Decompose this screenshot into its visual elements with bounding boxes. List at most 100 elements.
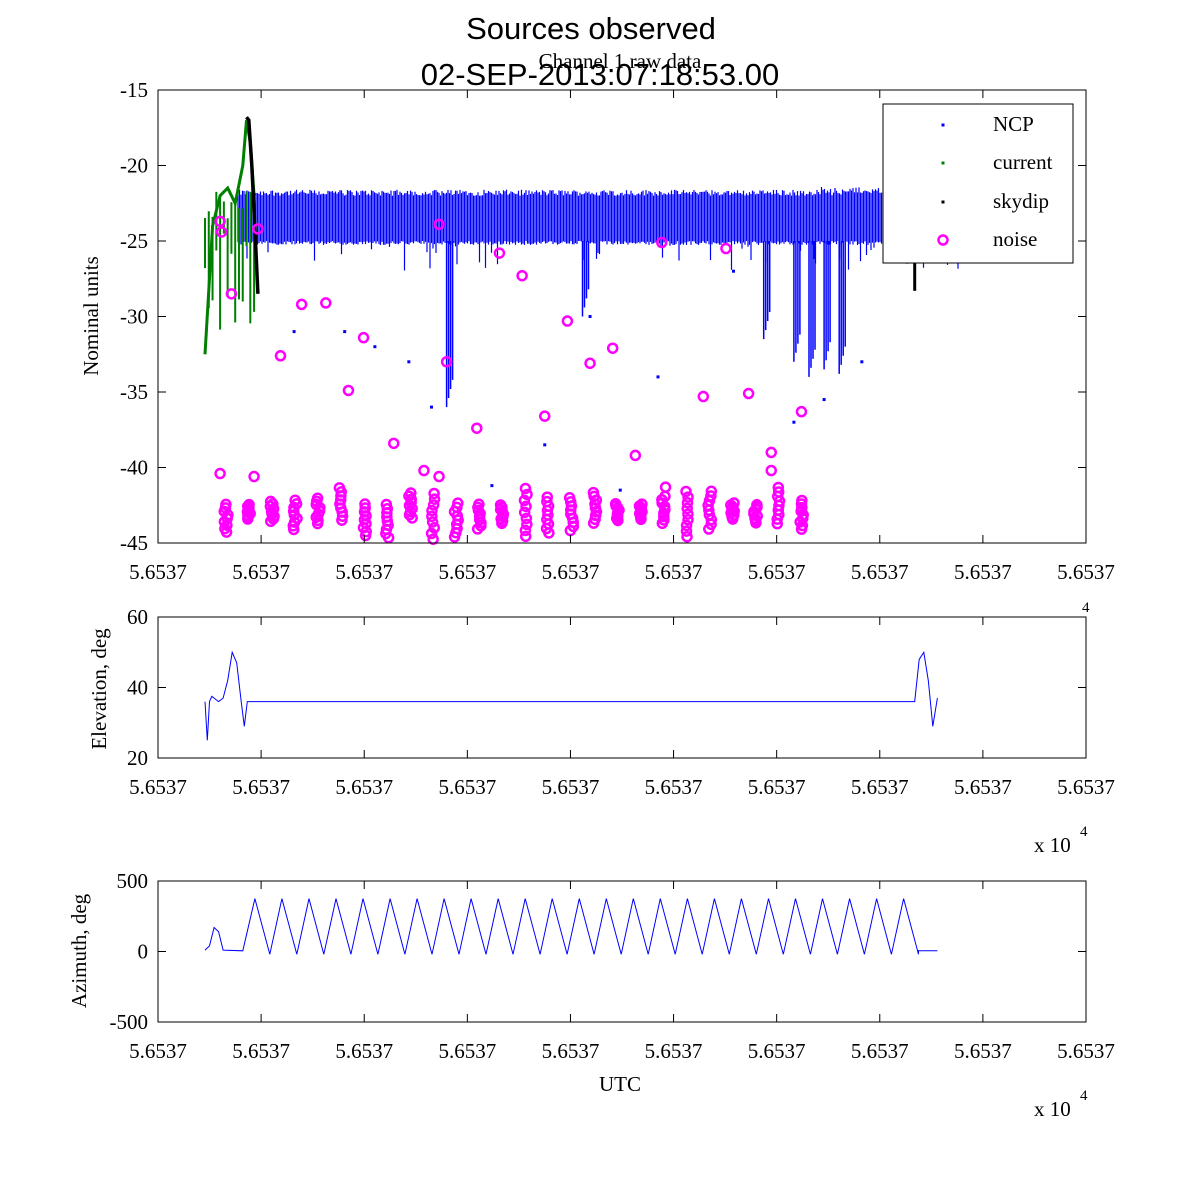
noise-point [727,513,739,525]
ncp-point [407,360,411,364]
ncp-point [656,375,660,379]
noise-point [215,226,228,238]
noise-point [493,247,506,259]
y-tick-label: 40 [127,676,148,700]
x-tick-label: 5.6537 [851,560,909,584]
x-tick-label: 5.6537 [335,1039,393,1063]
noise-point [225,288,238,300]
noise-point [606,342,619,354]
noise-point [496,517,508,530]
elevation-ticks: 60 40 20 5.6537 5.6537 5.6537 5.6537 5.6537 5.65… [127,605,1115,799]
ncp-point [373,345,377,349]
noise-point [311,517,324,530]
y-tick-label: -40 [120,456,148,480]
ncp-dip [762,241,771,340]
y-tick-label: -35 [120,380,148,404]
noise-point [288,523,300,536]
noise-point [635,513,647,526]
noise-point [703,523,715,535]
x-tick-label: 5.6537 [542,1039,600,1063]
noise-point [612,514,624,527]
legend: NCP current skydip noise [882,103,1074,264]
x-tick-label: 5.6537 [335,775,393,799]
figure-title-line1: Sources observed [466,11,716,46]
ncp-dip [581,241,590,317]
x-tick-label: 5.6537 [748,1039,806,1063]
x-tick-label: 5.6537 [335,560,393,584]
ncp-point [822,398,826,402]
noise-point [242,513,254,525]
noise-point [682,514,694,526]
legend-marker-current [941,161,945,165]
x-tick-label: 5.6537 [438,560,496,584]
elevation-exponent-power-top: 4 [1082,600,1090,616]
raw-data-axes: -15 -20 -25 -30 -35 -40 -45 5.6537 5.6537 5.6537 5… [79,78,1115,584]
raw-data-ticks: -15 -20 -25 -30 -35 -40 -45 5.6537 5.6537 5.6537 5… [120,78,1115,584]
legend-marker-NCP [941,123,945,127]
x-tick-label: 5.6537 [645,775,703,799]
noise-point [518,506,531,519]
elevation-x-exponent: x 10 [1034,833,1071,857]
noise-point [426,516,439,528]
noise-point [320,297,332,309]
x-tick-label: 5.6537 [954,560,1012,584]
x-tick-label: 5.6537 [851,775,909,799]
y-tick-label: -20 [120,154,148,178]
noise-point [765,446,777,459]
legend-marker-noise [937,234,949,246]
y-tick-label: 20 [127,746,148,770]
noise-point [681,497,694,509]
azimuth-axes: 500 0 -500 5.6537 5.6537 5.6537 5.6537 5.6537 5.… [67,869,1115,1121]
noise-point [750,517,762,529]
noise-point [248,470,260,483]
noise-clusters [218,481,809,545]
x-tick-label: 5.6537 [232,560,290,584]
noise-point [520,500,532,513]
ncp-point [490,484,494,488]
elevation-ylabel: Elevation, deg [87,628,111,750]
ncp-dip [838,241,846,374]
y-tick-label: -15 [120,78,148,102]
ncp-point [792,420,796,424]
azimuth-plot-area [204,898,938,955]
x-tick-label: 5.6537 [851,1039,909,1063]
x-tick-label: 5.6537 [954,775,1012,799]
noise-point [336,514,348,526]
noise-point [342,384,355,397]
noise-point [448,531,461,543]
figure-title-line2: 02-SEP-2013:07:18:53.00 [421,57,780,92]
x-tick-label: 5.6537 [232,775,290,799]
noise-point [771,513,783,525]
y-tick-label: -500 [110,1010,149,1034]
elevation-x-exponent-power: 4 [1080,824,1088,840]
noise-point [427,533,439,545]
x-tick-label: 5.6537 [232,1039,290,1063]
noise-point [214,215,226,228]
azimuth-x-exponent-power: 4 [1080,1088,1088,1104]
noise-point [428,522,441,534]
ncp-band [237,186,959,271]
noise-point [681,502,693,515]
noise-point [519,482,532,495]
noise-point [265,515,277,528]
noise-point [629,449,642,462]
ncp-point [588,315,592,318]
ncp-point [430,405,433,409]
noise-point [425,527,438,540]
azimuth-x-exponent: x 10 [1034,1097,1071,1121]
azimuth-line [204,898,938,955]
ncp-point [292,330,296,334]
noise-point [471,523,484,535]
x-tick-label: 5.6537 [129,1039,187,1063]
noise-point [426,510,438,523]
x-tick-label: 5.6537 [542,560,600,584]
y-tick-label: -25 [120,229,148,253]
noise-point [771,517,784,530]
legend-box [882,103,1074,264]
noise-point [521,488,533,501]
raw-data-plot-area [203,116,959,545]
elevation-line [204,650,938,741]
ncp-point [343,330,347,334]
noise-point [587,517,600,529]
legend-label-noise: noise [993,227,1037,251]
